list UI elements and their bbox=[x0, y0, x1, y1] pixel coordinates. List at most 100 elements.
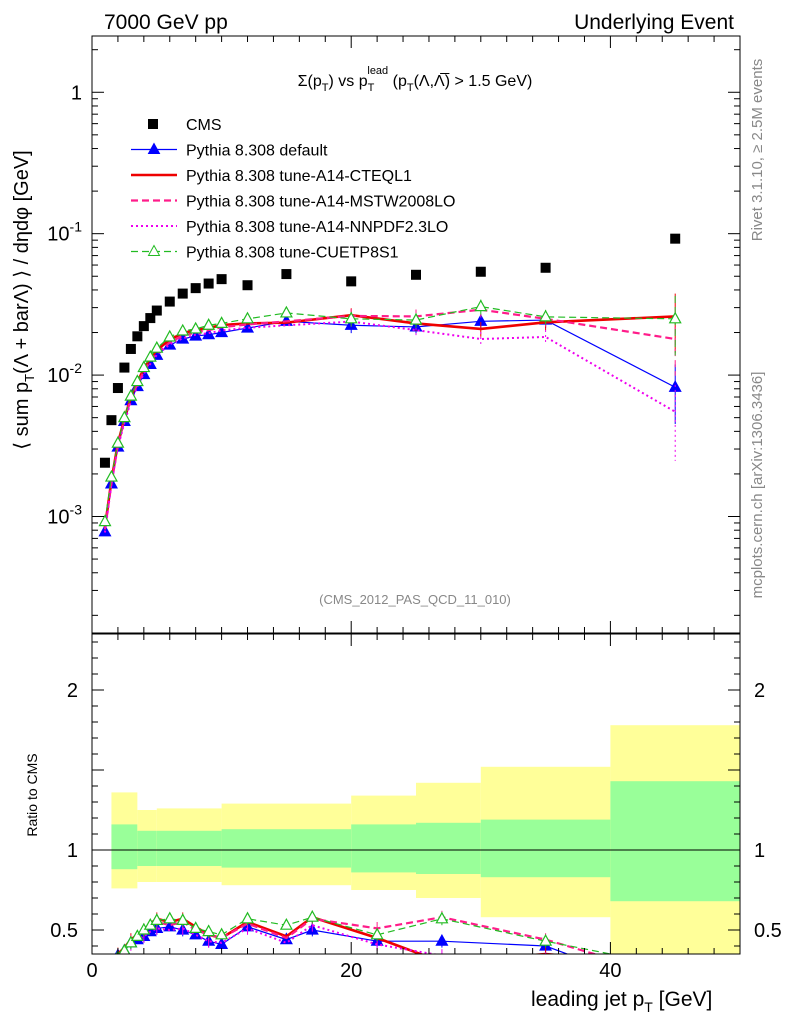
series-marker bbox=[668, 311, 682, 324]
series-line-pythia-8-308-default bbox=[104, 319, 676, 532]
ratio-frame bbox=[91, 633, 741, 955]
ratio-panel: 0.5 0.51 12 20 20 40 bbox=[50, 633, 782, 982]
legend-marker-pythia-8-308-tune-cuetp8s1 bbox=[147, 244, 161, 256]
ratio-marker bbox=[670, 961, 681, 971]
ratio-axes: 0.5 0.51 12 20 20 40 bbox=[50, 634, 782, 982]
rivet-label: Rivet 3.1.10, ≥ 2.5M events bbox=[749, 59, 766, 242]
mcplots-label: mcplots.cern.ch [arXiv:1306.3436] bbox=[749, 372, 766, 599]
stat-uncertainty-band bbox=[156, 830, 222, 866]
series-marker bbox=[98, 514, 112, 527]
series-marker bbox=[176, 323, 190, 336]
series-marker bbox=[111, 435, 125, 448]
main-panel: 10-3 10-2 10-1 1 Σ(pT) vs pTlead (pT(Λ,Λ̅) … bbox=[47, 35, 741, 634]
ratio-marker bbox=[124, 935, 138, 948]
ratio-marker bbox=[150, 913, 164, 926]
series-marker bbox=[104, 469, 118, 482]
x-axis-title: leading jet pT [GeV] bbox=[531, 988, 712, 1015]
cms-data-point bbox=[281, 269, 292, 280]
cms-data-point bbox=[203, 278, 214, 289]
stat-uncertainty-band bbox=[480, 819, 611, 878]
plot-title: Σ(pT) vs pTlead (pT(Λ,Λ̅) > 1.5 GeV) bbox=[298, 65, 533, 94]
series-marker bbox=[130, 374, 144, 387]
cms-data-point bbox=[151, 305, 162, 316]
stat-uncertainty-band bbox=[416, 822, 481, 874]
cms-data-point bbox=[216, 274, 227, 285]
ratio-marker bbox=[118, 943, 131, 954]
series-marker bbox=[241, 311, 255, 324]
ratio-marker bbox=[305, 909, 319, 922]
ratio-marker bbox=[176, 913, 190, 926]
stat-uncertainty-band bbox=[610, 781, 740, 902]
series-marker bbox=[344, 311, 358, 324]
ratio-marker bbox=[215, 927, 229, 940]
y-tick-label: 10-3 bbox=[47, 501, 82, 528]
cms-data-point bbox=[138, 321, 149, 332]
cms-data-point bbox=[164, 296, 175, 307]
series-marker bbox=[143, 349, 157, 362]
stat-uncertainty-band bbox=[351, 824, 416, 873]
y-axis-title: ⟨ sum pT(Λ + barΛ) ⟩ / dηdφ [GeV] bbox=[11, 150, 37, 449]
cms-data-point bbox=[540, 262, 551, 273]
series-marker bbox=[117, 410, 131, 423]
legend-label-pythia-8-308-tune-cuetp8s1: Pythia 8.308 tune-CUETP8S1 bbox=[186, 245, 399, 262]
series-marker bbox=[279, 305, 293, 318]
series-marker bbox=[474, 299, 488, 312]
legend-label-pythia-8-308-tune-a14-cteql1: Pythia 8.308 tune-A14-CTEQL1 bbox=[186, 168, 412, 185]
process-label: Underlying Event bbox=[574, 11, 734, 34]
ratio-marker bbox=[370, 927, 384, 940]
ratio-y-tick-label-right: 1 bbox=[754, 840, 765, 862]
legend: CMS Pythia 8.308 default Pythia 8.308 tune… bbox=[131, 117, 455, 262]
legend-label-pythia-8-308-tune-a14-nnpdf2-3lo: Pythia 8.308 tune-A14-NNPDF2.3LO bbox=[186, 219, 448, 236]
ratio-y-tick-label-right: 0.5 bbox=[754, 920, 782, 942]
cms-data-point bbox=[242, 280, 253, 291]
series-marker bbox=[150, 340, 164, 353]
energy-label: 7000 GeV pp bbox=[104, 11, 228, 34]
ratio-marker bbox=[435, 911, 449, 924]
legend-label-pythia-8-308-tune-a14-mstw2008lo: Pythia 8.308 tune-A14-MSTW2008LO bbox=[186, 194, 455, 211]
ratio-y-tick-label: 1 bbox=[67, 840, 78, 862]
ratio-marker bbox=[130, 929, 144, 942]
series-marker bbox=[202, 318, 216, 330]
ratio-marker bbox=[539, 933, 553, 946]
cms-data-point bbox=[106, 415, 117, 426]
cms-data-point bbox=[132, 331, 143, 342]
legend-marker-cms bbox=[148, 119, 158, 129]
ratio-marker bbox=[163, 911, 177, 924]
cms-data-point bbox=[190, 283, 201, 294]
series-marker bbox=[137, 360, 151, 373]
series-line-pythia-8-308-tune-a14-mstw2008lo bbox=[103, 308, 676, 530]
cms-data-point bbox=[670, 233, 681, 244]
cms-data-point bbox=[99, 457, 110, 468]
legend-marker-pythia-8-308-default bbox=[147, 142, 161, 154]
ratio-marker bbox=[202, 924, 216, 937]
x-tick-label: 40 bbox=[599, 960, 621, 982]
ratio-y-tick-label: 0.5 bbox=[50, 920, 78, 942]
stat-uncertainty-band bbox=[221, 829, 352, 868]
series-line-pythia-8-308-tune-a14-cteql1 bbox=[103, 313, 676, 528]
ratio-marker bbox=[279, 917, 293, 930]
y-tick-label: 10-2 bbox=[47, 360, 82, 387]
y-tick-label: 1 bbox=[71, 82, 82, 104]
main-axes: 10-3 10-2 10-1 1 bbox=[47, 36, 741, 633]
series-marker bbox=[539, 309, 553, 322]
cms-data-point bbox=[112, 383, 123, 394]
ratio-plot-area bbox=[92, 725, 740, 971]
analysis-label: (CMS_2012_PAS_QCD_11_010) bbox=[319, 592, 511, 607]
cms-data-point bbox=[411, 269, 421, 280]
ratio-y-tick-label: 2 bbox=[67, 680, 78, 702]
stat-uncertainty-band bbox=[111, 824, 138, 870]
series-marker bbox=[409, 312, 423, 325]
y-tick-label: 10-1 bbox=[47, 219, 82, 246]
ratio-marker bbox=[189, 921, 203, 934]
cms-data-point bbox=[346, 276, 357, 287]
series-marker bbox=[189, 321, 203, 334]
series-marker bbox=[202, 327, 216, 340]
ratio-y-tick-label-right: 2 bbox=[754, 680, 765, 702]
x-tick-label: 20 bbox=[340, 960, 362, 982]
main-plot-area bbox=[98, 233, 682, 537]
ratio-y-axis-title: Ratio to CMS bbox=[24, 753, 40, 836]
ratio-marker bbox=[241, 911, 255, 924]
series-line-pythia-8-308-tune-a14-nnpdf2-3lo bbox=[103, 320, 676, 533]
stat-uncertainty-band bbox=[137, 830, 157, 866]
cms-data-point bbox=[119, 362, 130, 373]
